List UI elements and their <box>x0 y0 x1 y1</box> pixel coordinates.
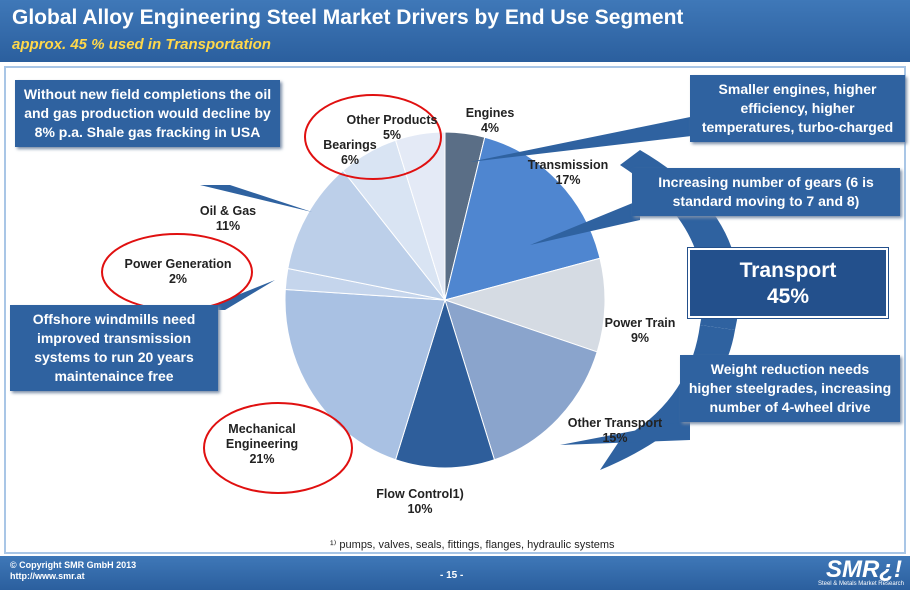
slice-label: Mechanical Engineering 21% <box>212 422 312 467</box>
callout-pointer <box>560 420 690 445</box>
slice-value: 9% <box>630 331 650 345</box>
logo-subtitle: Steel & Metals Market Research <box>817 581 904 587</box>
slice-name: Engines <box>465 106 515 120</box>
slice-value: 2% <box>168 272 188 286</box>
pie-slice <box>444 136 601 301</box>
slice-name: Other Transport <box>567 416 663 430</box>
slice-value: 4% <box>480 121 500 135</box>
logo: SMR¿! <box>826 556 902 583</box>
pie-slice <box>443 257 606 353</box>
transport-label: Transport <box>739 259 837 282</box>
pie-slice <box>444 299 598 461</box>
callout: Smaller engines, higher efficiency, high… <box>690 75 905 142</box>
url: http://www.smr.at <box>10 571 85 581</box>
callout-pointer <box>530 200 640 245</box>
callout: Offshore windmills need improved transmi… <box>10 305 218 391</box>
footer: © Copyright SMR GmbH 2013 http://www.smr… <box>0 556 910 590</box>
slice-label: Flow Control1) 10% <box>355 487 485 517</box>
slice-label: Transmission 17% <box>503 158 633 188</box>
slice-name: Power Generation <box>124 257 232 271</box>
slice-value: 15% <box>602 431 628 445</box>
slice-value: 17% <box>555 173 581 187</box>
pie-slice <box>284 288 446 461</box>
slice-name: Transmission <box>527 158 609 172</box>
slice-value: 10% <box>407 502 433 516</box>
highlight-circle <box>203 402 353 494</box>
slice-name: Oil & Gas <box>199 204 257 218</box>
slice-label: Power Generation 2% <box>113 257 243 287</box>
pie-slice <box>394 298 496 469</box>
page-number: - 15 - <box>440 570 464 581</box>
slice-label: Bearings 6% <box>285 138 415 168</box>
copyright: © Copyright SMR GmbH 2013 http://www.smr… <box>10 560 136 582</box>
slice-label: Oil & Gas 11% <box>163 204 293 234</box>
slice-value: 5% <box>382 128 402 142</box>
subtitle: approx. 45 % used in Transportation <box>12 36 271 53</box>
title: Global Alloy Engineering Steel Market Dr… <box>12 6 684 29</box>
slice-name: Mechanical Engineering <box>225 422 299 451</box>
slice-label: Other Transport 15% <box>550 416 680 446</box>
callout-pointer <box>470 115 700 162</box>
header: Global Alloy Engineering Steel Market Dr… <box>0 0 910 62</box>
footnote: ¹⁾ pumps, valves, seals, fittings, flang… <box>330 539 615 551</box>
slice-label: Power Train 9% <box>575 316 705 346</box>
highlight-circle <box>304 94 442 180</box>
slice-name: Other Products <box>346 113 438 127</box>
transport-box: Transport 45% <box>687 247 889 319</box>
slice-value: 11% <box>215 219 241 233</box>
transport-value: 45% <box>766 285 810 308</box>
slice-name: Bearings <box>323 138 377 152</box>
slice-name: Power Train <box>604 316 676 330</box>
frame <box>4 66 906 554</box>
callout: Weight reduction needs higher steelgrade… <box>680 355 900 422</box>
callout: Increasing number of gears (6 is standar… <box>632 168 900 216</box>
slice-name: Flow Control1) <box>376 487 464 501</box>
callout: Without new field completions the oil an… <box>15 80 280 147</box>
slice-value: 21% <box>249 452 275 466</box>
callout-pointer <box>200 185 312 212</box>
copyright-text: © Copyright SMR GmbH 2013 <box>10 560 137 570</box>
slice-label: Engines 4% <box>425 106 555 136</box>
slice-value: 6% <box>340 153 360 167</box>
slice-label: Other Products 5% <box>327 113 457 143</box>
